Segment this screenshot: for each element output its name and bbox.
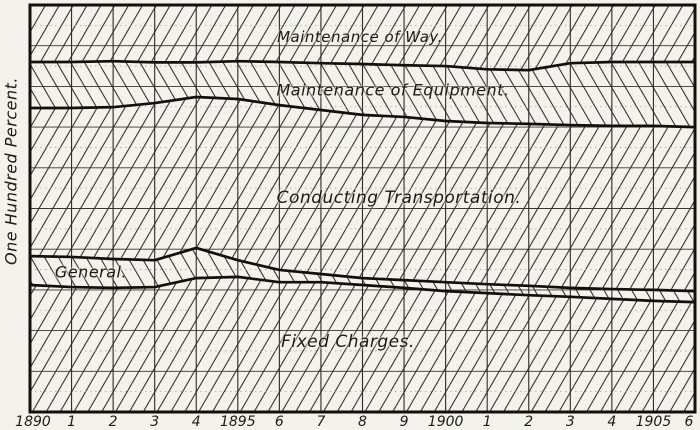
grid-layer bbox=[30, 5, 695, 412]
x-tick-label: 1905 bbox=[636, 414, 672, 430]
x-tick-label: 8 bbox=[358, 414, 367, 430]
boundary-lines-layer bbox=[28, 59, 697, 304]
band-label-maintenance-of-way: Maintenance of Way. bbox=[277, 28, 443, 46]
band-boundary-3 bbox=[28, 246, 697, 293]
band-label-maintenance-of-equipment: Maintenance of Equipment. bbox=[276, 80, 510, 100]
x-tick-label: 2 bbox=[109, 414, 118, 430]
y-axis-label: One Hundred Percent. bbox=[1, 76, 21, 266]
band-label-conducting-transportation: Conducting Transportation. bbox=[276, 188, 522, 208]
x-tick-label: 1900 bbox=[428, 414, 464, 430]
x-axis-tick-labels: 1890 1 2 3 4 1895 6 7 8 9 1900 1 2 3 4 1905 6 bbox=[15, 414, 693, 430]
band-boundary-4 bbox=[28, 275, 697, 304]
x-tick-label: 6 bbox=[275, 414, 284, 430]
x-tick-label: 3 bbox=[150, 414, 159, 430]
x-tick-label: 4 bbox=[607, 414, 616, 430]
x-tick-label: 6 bbox=[685, 414, 694, 430]
band-boundary-1 bbox=[28, 59, 697, 72]
x-tick-label: 1 bbox=[67, 414, 76, 430]
x-tick-label: 3 bbox=[566, 414, 575, 430]
band-label-general: General. bbox=[54, 262, 128, 282]
x-tick-label: 4 bbox=[192, 414, 201, 430]
x-tick-label: 9 bbox=[400, 414, 409, 430]
x-tick-label: 1895 bbox=[220, 414, 256, 430]
x-tick-label: 1 bbox=[483, 414, 492, 430]
plot-border bbox=[28, 3, 697, 414]
x-tick-label: 2 bbox=[524, 414, 533, 430]
band-label-fixed-charges: Fixed Charges. bbox=[281, 332, 415, 352]
x-tick-label: 1890 bbox=[15, 414, 51, 430]
band-boundary-2 bbox=[28, 95, 697, 129]
x-tick-label: 7 bbox=[316, 414, 325, 430]
